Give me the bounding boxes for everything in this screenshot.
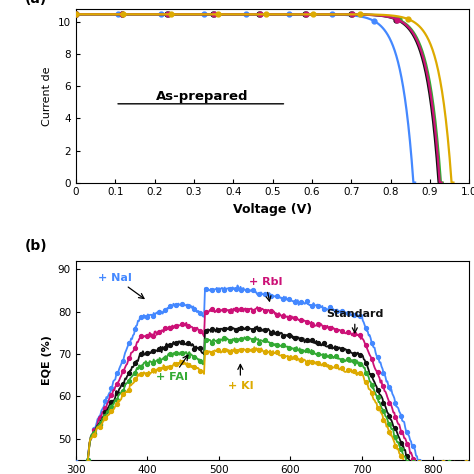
Text: + KI: + KI bbox=[228, 365, 253, 391]
Text: (b): (b) bbox=[25, 239, 47, 253]
Text: + FAI: + FAI bbox=[156, 355, 188, 382]
Y-axis label: Current de: Current de bbox=[42, 66, 52, 126]
Text: + RbI: + RbI bbox=[249, 277, 282, 301]
Y-axis label: EQE (%): EQE (%) bbox=[42, 335, 52, 385]
Text: Standard: Standard bbox=[326, 309, 383, 333]
X-axis label: Voltage (V): Voltage (V) bbox=[233, 203, 312, 216]
Text: + NaI: + NaI bbox=[98, 273, 144, 299]
Text: As-prepared: As-prepared bbox=[155, 90, 248, 102]
Text: (a): (a) bbox=[25, 0, 47, 6]
